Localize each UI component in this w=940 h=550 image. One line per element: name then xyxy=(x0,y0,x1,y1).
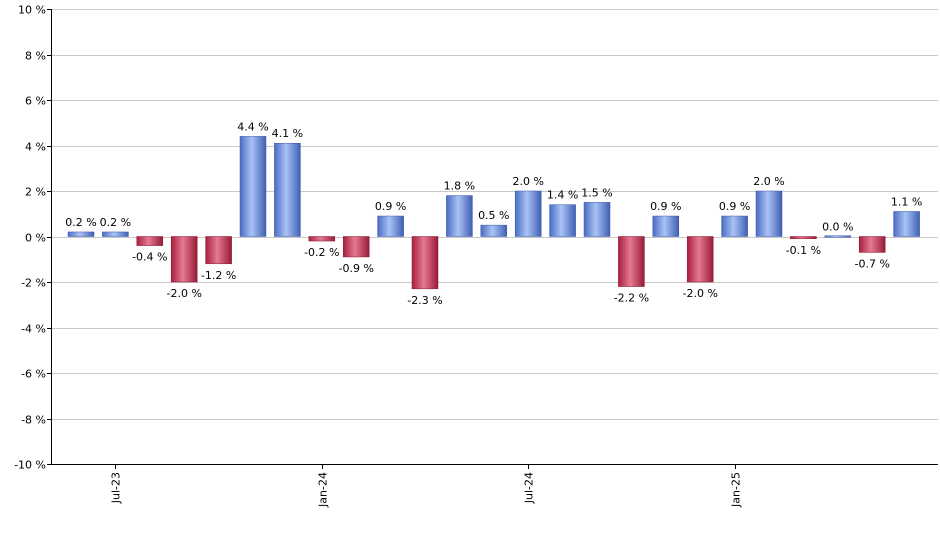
bar-data-label: 1.8 % xyxy=(444,180,475,193)
bar-data-label: 0.2 % xyxy=(100,216,131,229)
bars xyxy=(67,136,920,290)
bar xyxy=(102,231,129,237)
bar-data-label: 0.0 % xyxy=(822,221,853,234)
x-tick-label: Jan-24 xyxy=(317,472,330,508)
bar-data-label: 0.2 % xyxy=(65,216,96,229)
bar-data-label: -0.7 % xyxy=(854,257,889,270)
bar xyxy=(480,224,508,237)
bar-data-label: 4.4 % xyxy=(237,120,268,133)
bar-data-label: -0.1 % xyxy=(786,244,821,257)
bar-data-label: 0.9 % xyxy=(650,200,681,213)
bar xyxy=(755,190,783,237)
x-tick-label: Jul-23 xyxy=(110,472,123,504)
bar xyxy=(652,215,680,237)
bar xyxy=(377,215,404,237)
bar-data-label: -0.4 % xyxy=(132,251,167,264)
bar-data-label: -2.2 % xyxy=(614,292,649,305)
bar xyxy=(721,215,748,237)
x-tick-label: Jul-24 xyxy=(523,472,536,504)
bar-data-label: 2.0 % xyxy=(753,175,784,188)
bar-data-label: 2.0 % xyxy=(512,175,543,188)
bar-data-label: 0.9 % xyxy=(375,200,406,213)
y-tick-label: 6 % xyxy=(25,95,46,108)
bar xyxy=(686,236,714,283)
x-tick-label: Jan-25 xyxy=(730,472,743,508)
bar-data-label: -1.2 % xyxy=(201,269,236,282)
axes xyxy=(51,9,938,465)
y-tick-label: -6 % xyxy=(21,368,46,381)
y-tick-label: 0 % xyxy=(25,232,46,245)
bar xyxy=(514,190,542,237)
bar xyxy=(549,204,576,237)
y-axis-tick-labels: 10 % 8 % 6 % 4 % 2 % 0 % -2 % -4 % -6 % -8 % -10 % xyxy=(14,4,51,472)
bar xyxy=(239,136,267,237)
bar-data-label: 1.4 % xyxy=(547,189,578,202)
bar-data-label: 1.5 % xyxy=(581,186,612,199)
bar-data-label: -0.9 % xyxy=(338,262,373,275)
bar-data-labels: 0.2 % 0.2 %-0.4 %-2.0 %-1.2 %4.4 %4.1 %-0… xyxy=(65,120,922,306)
y-tick-label: -10 % xyxy=(14,459,46,472)
bar-data-label: -0.2 % xyxy=(304,246,339,259)
bar xyxy=(618,236,645,287)
y-tick-label: 2 % xyxy=(25,186,46,199)
bar-data-label: -2.0 % xyxy=(166,287,201,300)
y-tick-label: 8 % xyxy=(25,50,46,63)
bar xyxy=(790,236,817,240)
bar-data-label: 0.5 % xyxy=(478,209,509,222)
bar-data-label: 1.1 % xyxy=(891,195,922,208)
bar-data-label: -2.0 % xyxy=(682,287,717,300)
bar xyxy=(583,202,611,237)
y-tick-label: -4 % xyxy=(21,323,46,336)
y-tick-label: -8 % xyxy=(21,414,46,427)
bar-data-label: 0.9 % xyxy=(719,200,750,213)
bar xyxy=(308,236,336,242)
bar xyxy=(893,211,920,237)
bar xyxy=(824,235,852,238)
bar xyxy=(858,236,886,253)
bar xyxy=(205,236,232,265)
x-axis-tick-labels: Jul-23 Jan-24 Jul-24 Jan-25 xyxy=(110,464,743,508)
bar xyxy=(274,142,301,237)
bar xyxy=(411,236,439,290)
bar-data-label: -2.3 % xyxy=(407,294,442,307)
y-tick-label: 10 % xyxy=(18,4,46,17)
y-tick-label: 4 % xyxy=(25,141,46,154)
bar xyxy=(342,236,370,258)
bar xyxy=(446,195,473,237)
bar xyxy=(67,231,95,237)
bar xyxy=(170,236,198,283)
bar xyxy=(136,236,164,246)
y-tick-label: -2 % xyxy=(21,277,46,290)
bar-data-label: 4.1 % xyxy=(272,127,303,140)
